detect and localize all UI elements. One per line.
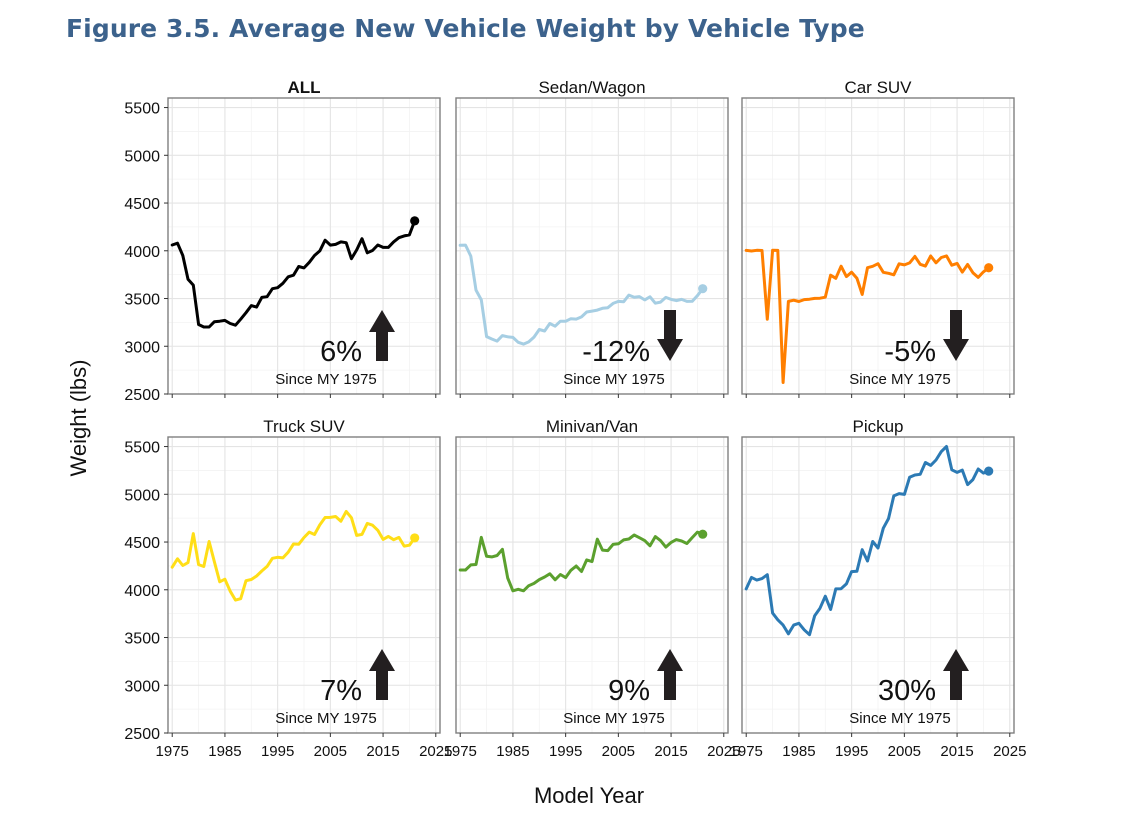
y-tick-label: 4500 bbox=[124, 535, 160, 552]
series-line-minivan-van bbox=[458, 530, 705, 593]
series-endpoint-sedan-wagon bbox=[698, 284, 708, 294]
x-tick-label: 1975 bbox=[730, 743, 763, 760]
since-label-all: Since MY 1975 bbox=[275, 371, 376, 388]
panel-border-all bbox=[167, 97, 441, 395]
panel-title-all: ALL bbox=[287, 78, 320, 97]
x-tick-label: 2015 bbox=[366, 743, 399, 760]
arrow-up-icon-all bbox=[369, 310, 395, 361]
x-tick-label: 1985 bbox=[782, 743, 815, 760]
x-axis-title: Model Year bbox=[534, 783, 644, 808]
arrow-up-icon-pickup bbox=[943, 649, 969, 700]
panel-border-truck-suv bbox=[167, 436, 441, 734]
series-endpoint-minivan-van bbox=[698, 529, 708, 539]
x-tick-label: 1995 bbox=[549, 743, 582, 760]
y-tick-label: 3000 bbox=[124, 339, 160, 356]
y-tick-label: 4000 bbox=[124, 583, 160, 600]
panel-border-minivan-van bbox=[455, 436, 729, 734]
y-tick-label: 5000 bbox=[124, 148, 160, 165]
x-tick-label: 1975 bbox=[156, 743, 189, 760]
change-percent-car-suv: -5% bbox=[884, 336, 936, 368]
since-label-minivan-van: Since MY 1975 bbox=[563, 710, 664, 727]
x-tick-label: 2015 bbox=[654, 743, 687, 760]
x-tick-label: 2025 bbox=[707, 743, 740, 760]
panel-title-truck-suv: Truck SUV bbox=[263, 417, 345, 436]
series-line-all bbox=[170, 219, 417, 329]
y-tick-label: 2500 bbox=[124, 387, 160, 404]
y-tick-label: 3500 bbox=[124, 292, 160, 309]
x-tick-label: 1995 bbox=[261, 743, 294, 760]
x-tick-label: 2005 bbox=[314, 743, 347, 760]
arrow-down-icon-sedan-wagon bbox=[657, 310, 683, 361]
x-tick-label: 1975 bbox=[444, 743, 477, 760]
y-tick-label: 4000 bbox=[124, 244, 160, 261]
since-label-pickup: Since MY 1975 bbox=[849, 710, 950, 727]
change-percent-sedan-wagon: -12% bbox=[582, 336, 650, 368]
arrow-down-icon-car-suv bbox=[943, 310, 969, 361]
x-tick-label: 2005 bbox=[602, 743, 635, 760]
panel-border-pickup bbox=[741, 436, 1015, 734]
panel-title-minivan-van: Minivan/Van bbox=[546, 417, 638, 436]
arrow-up-icon-truck-suv bbox=[369, 649, 395, 700]
panel-title-car-suv: Car SUV bbox=[844, 78, 912, 97]
series-line-pickup bbox=[744, 445, 991, 637]
figure-title: Figure 3.5. Average New Vehicle Weight b… bbox=[66, 14, 865, 43]
series-line-sedan-wagon bbox=[458, 243, 705, 346]
panel-title-pickup: Pickup bbox=[852, 417, 903, 436]
arrow-up-icon-minivan-van bbox=[657, 649, 683, 700]
since-label-truck-suv: Since MY 1975 bbox=[275, 710, 376, 727]
x-tick-label: 1995 bbox=[835, 743, 868, 760]
y-tick-label: 2500 bbox=[124, 726, 160, 743]
series-endpoint-truck-suv bbox=[410, 533, 420, 543]
y-axis-title: Weight (lbs) bbox=[66, 360, 91, 477]
change-percent-pickup: 30% bbox=[878, 675, 936, 707]
panel-title-sedan-wagon: Sedan/Wagon bbox=[538, 78, 645, 97]
change-percent-truck-suv: 7% bbox=[320, 675, 362, 707]
series-endpoint-all bbox=[410, 216, 420, 226]
change-percent-minivan-van: 9% bbox=[608, 675, 650, 707]
y-tick-label: 3500 bbox=[124, 631, 160, 648]
y-tick-label: 4500 bbox=[124, 196, 160, 213]
y-tick-label: 5500 bbox=[124, 440, 160, 457]
series-line-car-suv bbox=[744, 248, 991, 384]
x-tick-label: 2005 bbox=[888, 743, 921, 760]
since-label-car-suv: Since MY 1975 bbox=[849, 371, 950, 388]
x-tick-label: 2015 bbox=[940, 743, 973, 760]
series-endpoint-car-suv bbox=[984, 263, 994, 273]
x-tick-label: 2025 bbox=[993, 743, 1026, 760]
panel-border-sedan-wagon bbox=[455, 97, 729, 395]
series-line-truck-suv bbox=[170, 510, 417, 602]
x-tick-label: 2025 bbox=[419, 743, 452, 760]
y-tick-label: 3000 bbox=[124, 678, 160, 695]
y-tick-label: 5500 bbox=[124, 101, 160, 118]
series-endpoint-pickup bbox=[984, 466, 994, 476]
panel-border-car-suv bbox=[741, 97, 1015, 395]
x-tick-label: 1985 bbox=[496, 743, 529, 760]
y-tick-label: 5000 bbox=[124, 487, 160, 504]
x-tick-label: 1985 bbox=[208, 743, 241, 760]
since-label-sedan-wagon: Since MY 1975 bbox=[563, 371, 664, 388]
change-percent-all: 6% bbox=[320, 336, 362, 368]
